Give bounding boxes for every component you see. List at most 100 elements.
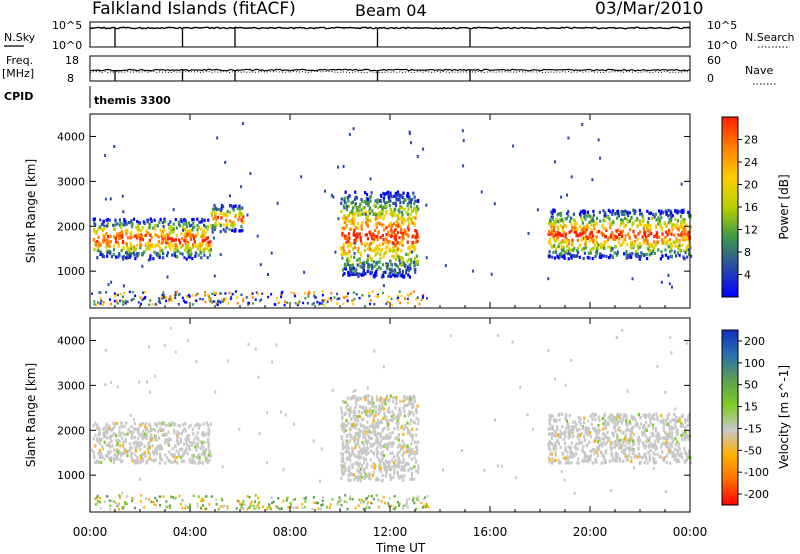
echo-cell: [609, 418, 612, 422]
echo-cell: [580, 232, 583, 236]
echo-cell: [407, 234, 410, 239]
echo-cell: [150, 428, 153, 433]
ground-scatter-cell: [408, 497, 411, 501]
ground-scatter-cell: [152, 500, 155, 504]
echo-cell: [576, 457, 580, 461]
echo-cell: [211, 230, 214, 234]
echo-cell: [589, 231, 592, 235]
ground-scatter-cell: [213, 291, 216, 295]
echo-cell: [559, 217, 562, 221]
echo-cell: [557, 255, 560, 259]
ground-scatter-cell: [95, 303, 98, 307]
echo-cell: [347, 199, 350, 203]
ground-scatter-cell: [254, 494, 257, 497]
noise-cell: [354, 241, 357, 245]
echo-cell: [617, 214, 621, 218]
echo-cell: [341, 421, 344, 425]
echo-cell: [392, 255, 395, 259]
echo-cell: [99, 442, 102, 446]
ground-scatter-cell: [253, 507, 256, 510]
echo-cell: [611, 417, 614, 422]
echo-cell: [354, 400, 358, 404]
echo-cell: [195, 455, 198, 459]
echo-cell: [225, 218, 228, 222]
echo-cell: [613, 251, 616, 255]
ground-scatter-cell: [228, 291, 231, 295]
echo-cell: [613, 424, 616, 428]
echo-cell: [549, 414, 552, 418]
echo-cell: [164, 441, 167, 445]
echo-cell: [183, 239, 186, 243]
echo-cell: [170, 421, 173, 425]
echo-cell: [204, 247, 207, 251]
echo-cell: [142, 429, 145, 433]
echo-cell: [116, 222, 119, 226]
echo-cell: [656, 417, 659, 422]
echo-cell: [582, 450, 585, 454]
echo-cell: [212, 224, 215, 228]
echo-cell: [141, 437, 144, 441]
echo-cell: [148, 223, 151, 227]
echo-cell: [639, 460, 642, 464]
ground-scatter-cell: [313, 294, 316, 297]
echo-cell: [133, 234, 136, 238]
echo-cell: [231, 206, 234, 210]
echo-cell: [593, 429, 596, 433]
echo-cell: [642, 241, 645, 245]
echo-cell: [387, 224, 391, 228]
echo-cell: [609, 233, 612, 237]
echo-cell: [155, 450, 158, 454]
ground-scatter-cell: [318, 301, 321, 305]
echo-cell: [383, 192, 386, 197]
echo-cell: [395, 402, 398, 406]
echo-cell: [210, 213, 214, 217]
ground-scatter-cell: [307, 290, 310, 294]
echo-cell: [576, 227, 579, 231]
echo-cell: [404, 464, 407, 468]
echo-cell: [563, 254, 566, 258]
echo-cell: [138, 221, 141, 225]
echo-cell: [406, 204, 409, 208]
echo-cell: [172, 227, 175, 231]
echo-cell: [413, 260, 416, 264]
ground-scatter-cell: [96, 501, 99, 505]
echo-cell: [392, 201, 395, 205]
echo-cell: [648, 412, 651, 416]
echo-cell: [550, 436, 553, 440]
echo-cell: [415, 469, 418, 473]
echo-cell: [385, 263, 388, 268]
echo-cell: [670, 216, 673, 220]
ground-scatter-cell: [386, 300, 389, 304]
echo-cell: [348, 249, 351, 254]
echo-cell: [134, 461, 137, 465]
echo-cell: [351, 449, 354, 453]
ground-scatter-cell: [268, 506, 271, 509]
echo-cell: [238, 215, 241, 219]
echo-cell: [98, 460, 101, 464]
ground-scatter-cell: [169, 504, 172, 507]
echo-cell: [216, 215, 219, 219]
echo-cell: [99, 252, 102, 256]
echo-cell: [609, 226, 612, 230]
echo-cell: [393, 455, 396, 459]
echo-cell: [207, 447, 210, 452]
echo-cell: [387, 427, 390, 431]
echo-cell: [657, 434, 660, 438]
echo-cell: [356, 232, 359, 236]
echo-cell: [666, 423, 669, 427]
noise-cell: [597, 138, 600, 142]
ground-scatter-cell: [340, 503, 343, 507]
echo-cell: [415, 416, 418, 420]
ground-scatter-cell: [330, 298, 333, 302]
echo-cell: [382, 191, 385, 195]
echo-cell: [653, 452, 656, 456]
echo-cell: [651, 249, 654, 253]
echo-cell: [349, 433, 352, 437]
echo-cell: [572, 452, 575, 456]
echo-cell: [102, 219, 105, 223]
ground-scatter-cell: [405, 498, 408, 501]
echo-cell: [632, 433, 636, 437]
echo-cell: [361, 441, 364, 445]
echo-cell: [133, 245, 136, 249]
echo-cell: [140, 235, 144, 239]
